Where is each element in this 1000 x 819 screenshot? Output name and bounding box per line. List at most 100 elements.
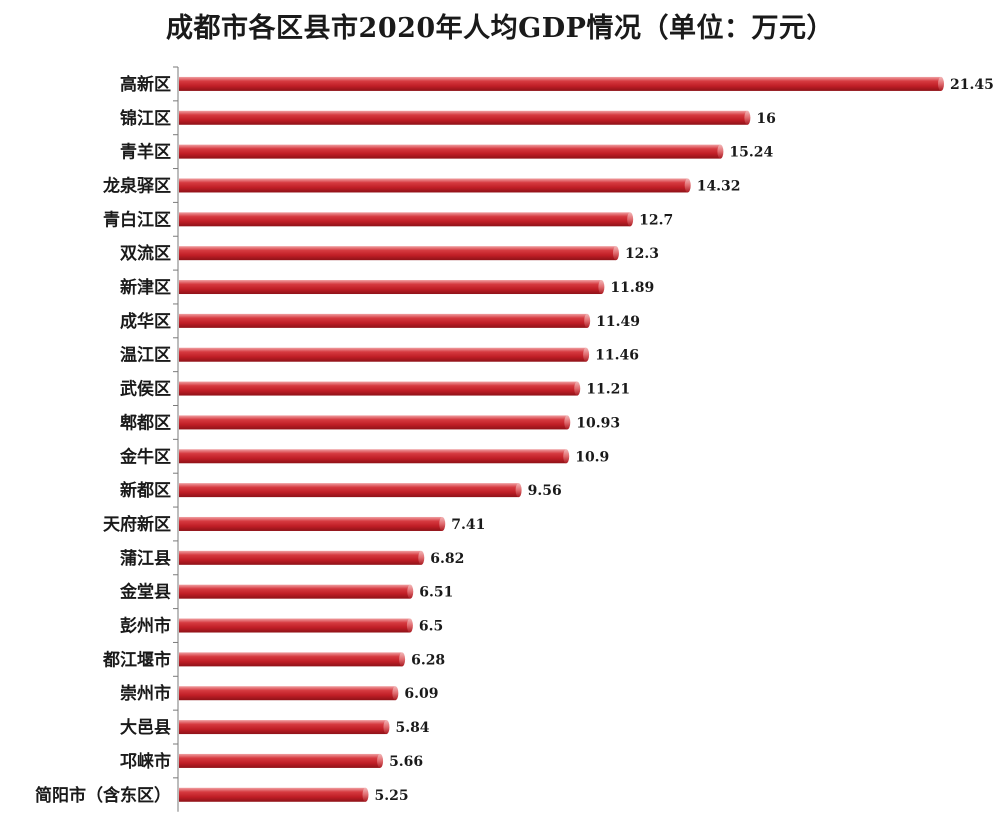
bar-cap: [598, 280, 605, 295]
bar-body: [179, 618, 410, 633]
category-label: 锦江区: [120, 108, 171, 129]
bar-cap: [439, 516, 446, 531]
bar: [179, 753, 384, 768]
bar-body: [179, 449, 567, 464]
bar: [179, 686, 399, 701]
bar-body: [179, 686, 396, 701]
value-label: 5.25: [375, 788, 409, 804]
chart-title: 成都市各区县市2020年人均GDP情况（单位：万元）: [166, 13, 834, 44]
bar-cap: [377, 753, 384, 768]
value-label: 14.32: [697, 178, 741, 194]
value-label: 12.3: [625, 246, 659, 262]
category-label: 新都区: [120, 480, 171, 501]
category-label: 天府新区: [103, 514, 171, 535]
bar-body: [179, 110, 748, 125]
bar: [179, 550, 425, 565]
bar-body: [179, 347, 587, 362]
bar: [179, 246, 619, 261]
bar-cap: [744, 110, 751, 125]
category-label: 崇州市: [120, 683, 171, 704]
bar: [179, 720, 390, 735]
bar: [179, 76, 944, 91]
value-label: 10.9: [575, 449, 609, 465]
category-label: 大邑县: [120, 717, 171, 738]
category-label: 高新区: [120, 74, 171, 95]
category-label: 青羊区: [120, 142, 171, 163]
value-label: 11.46: [595, 348, 639, 364]
bar-body: [179, 550, 422, 565]
bar: [179, 280, 605, 295]
bar-cap: [399, 652, 406, 667]
category-label: 彭州市: [120, 616, 171, 637]
bar-body: [179, 415, 568, 430]
bar: [179, 584, 414, 599]
value-label: 7.41: [451, 517, 485, 533]
bar: [179, 449, 570, 464]
bar-cap: [564, 415, 571, 430]
bar-cap: [627, 212, 634, 227]
category-label: 龙泉驿区: [102, 175, 171, 196]
bar-cap: [418, 550, 425, 565]
bar-cap: [515, 483, 522, 498]
value-label: 15.24: [729, 145, 773, 161]
category-label: 邛崃市: [120, 751, 171, 772]
value-label: 21.45: [950, 77, 994, 93]
value-label: 16: [756, 111, 775, 127]
category-label: 双流区: [120, 243, 171, 264]
bar-cap: [717, 144, 724, 159]
value-label: 10.93: [576, 415, 620, 431]
bar-cap: [583, 347, 590, 362]
value-label: 11.49: [596, 314, 640, 330]
bar: [179, 110, 751, 125]
bar-body: [179, 212, 631, 227]
value-label: 11.21: [586, 382, 630, 398]
bar: [179, 381, 581, 396]
value-label: 11.89: [610, 280, 654, 296]
bar: [179, 415, 571, 430]
category-label: 温江区: [120, 346, 171, 366]
bar-body: [179, 483, 519, 498]
bar-body: [179, 313, 588, 328]
bar-body: [179, 280, 602, 295]
bar-body: [179, 584, 411, 599]
bar: [179, 483, 522, 498]
bar: [179, 212, 634, 227]
bar-body: [179, 178, 688, 193]
category-label: 成华区: [120, 311, 171, 332]
category-label: 蒲江县: [120, 549, 171, 569]
bar: [179, 313, 591, 328]
bar-cap: [392, 686, 399, 701]
category-label: 金牛区: [119, 446, 171, 467]
value-label: 6.82: [430, 551, 464, 567]
value-label: 9.56: [528, 483, 562, 499]
value-label: 6.51: [419, 585, 453, 601]
category-label: 郫都区: [120, 412, 171, 433]
bar-body: [179, 76, 941, 91]
value-label: 6.28: [411, 652, 445, 668]
bar-body: [179, 753, 381, 768]
category-label: 青白江区: [103, 209, 171, 230]
bar-body: [179, 144, 721, 159]
bar-body: [179, 787, 366, 802]
bar-cap: [563, 449, 570, 464]
category-label: 金堂县: [119, 582, 171, 603]
bar-body: [179, 720, 387, 735]
bar-cap: [612, 246, 619, 261]
bar: [179, 178, 691, 193]
bar: [179, 652, 406, 667]
bar-cap: [362, 787, 369, 802]
value-label: 5.84: [395, 720, 429, 736]
category-label: 武侯区: [120, 379, 171, 400]
category-label: 都江堰市: [102, 649, 171, 670]
value-label: 5.66: [389, 754, 423, 770]
bar: [179, 516, 446, 531]
bar-cap: [406, 618, 413, 633]
category-label: 新津区: [120, 277, 171, 298]
bar: [179, 618, 413, 633]
bar-body: [179, 652, 403, 667]
bar-body: [179, 516, 443, 531]
bar-cap: [938, 76, 944, 91]
value-label: 6.09: [404, 686, 438, 702]
bar-cap: [574, 381, 581, 396]
